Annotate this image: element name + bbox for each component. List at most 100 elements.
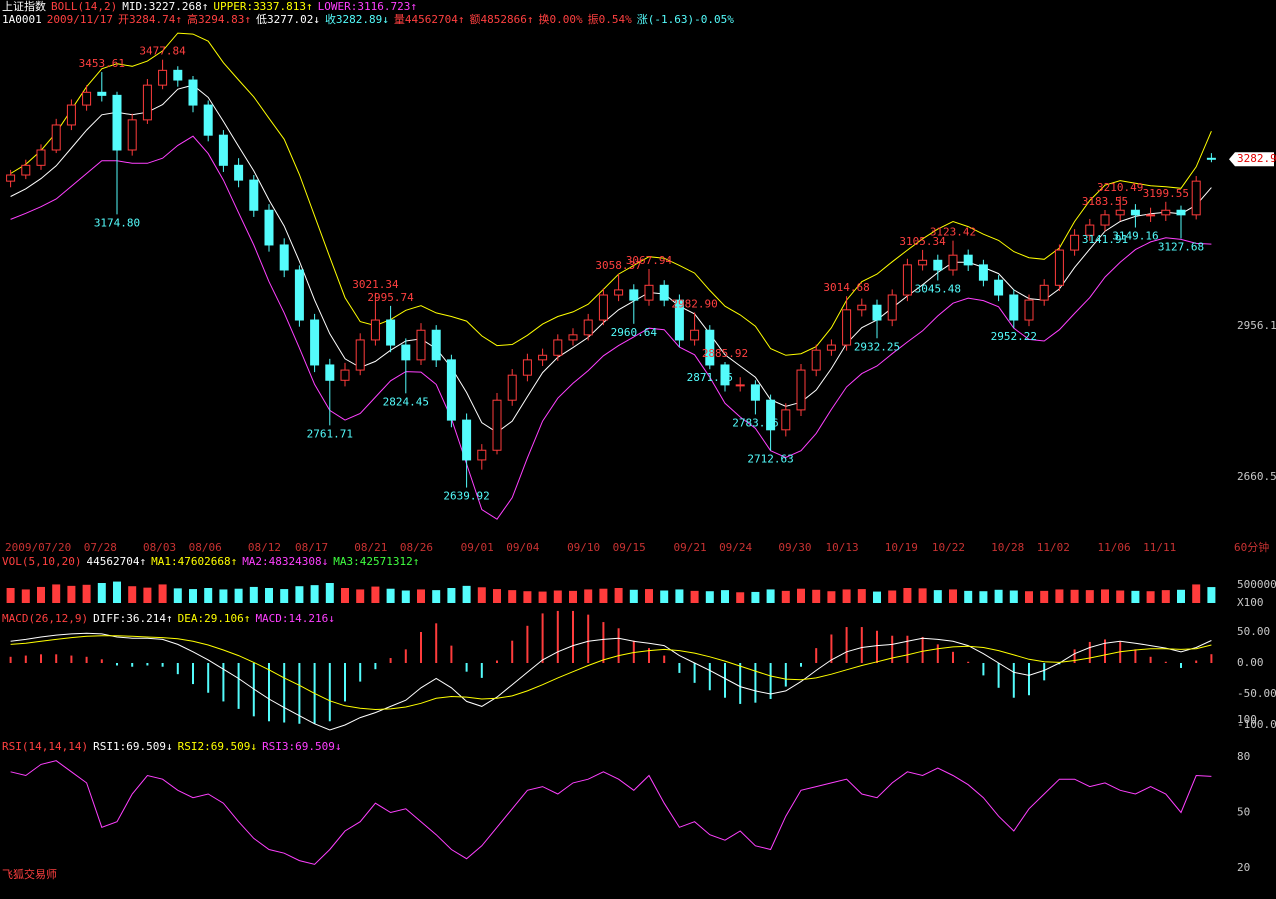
- legend-text: MA3:42571312↑: [333, 555, 420, 568]
- legend-text: 开3284.74↑: [117, 13, 182, 26]
- annotation: 2952.22: [991, 330, 1037, 343]
- line: [10, 135, 1212, 520]
- volume-bar: [1040, 590, 1049, 603]
- volume-bar: [310, 585, 319, 603]
- annotation: 3045.48: [915, 282, 961, 295]
- candle-body: [994, 279, 1004, 296]
- volume-bar: [417, 589, 425, 603]
- line: [10, 760, 1212, 865]
- volume-bar: [629, 589, 638, 603]
- line: [10, 635, 1212, 711]
- legend-text: 上证指数: [2, 0, 46, 13]
- candle-body: [1039, 284, 1049, 301]
- volume-bar: [280, 589, 289, 603]
- candle-body: [766, 399, 776, 431]
- volume-bar: [903, 588, 912, 603]
- candle-body: [82, 91, 92, 106]
- annotation: 2995.74: [367, 291, 414, 304]
- candle-body: [735, 384, 745, 387]
- legend-text: MID:3227.268↑: [122, 0, 209, 13]
- annotation: 3127.68: [1158, 240, 1204, 253]
- annotation: 2712.63: [747, 452, 793, 465]
- annotation: 2871.65: [687, 371, 733, 384]
- volume-bar: [933, 590, 942, 603]
- volume-bar: [219, 589, 228, 603]
- candle-body: [325, 364, 335, 381]
- x-tick-label: 10/22: [932, 541, 965, 554]
- x-tick-label: 09/04: [506, 541, 539, 554]
- candle-body: [811, 349, 821, 371]
- volume-bar: [493, 589, 501, 603]
- volume-bar: [1177, 589, 1185, 603]
- y-tick-label: 0.00: [1237, 656, 1264, 669]
- x-tick-label: 08/06: [189, 541, 222, 554]
- volume-bar: [964, 590, 973, 603]
- candle-body: [1191, 180, 1201, 216]
- candle-body: [690, 329, 700, 341]
- volume-bar: [158, 584, 167, 603]
- legend-text: 量44562704↑: [393, 13, 465, 26]
- volume-bar: [705, 591, 714, 603]
- price-tag: [1229, 152, 1274, 167]
- volume-bar: [812, 589, 821, 603]
- legend-text: 2009/11/17: [46, 13, 113, 26]
- volume-bar: [97, 583, 106, 603]
- candle-body: [1161, 209, 1171, 216]
- legend-row: 上证指数 BOLL(14,2) MID:3227.268↑ UPPER:3337.81…: [2, 0, 422, 13]
- candle-body: [1115, 209, 1125, 216]
- candle-body: [1054, 249, 1064, 286]
- volume-bar: [341, 588, 349, 603]
- candle-body: [1206, 157, 1216, 160]
- legend-text: UPPER:3337.813↑: [213, 0, 313, 13]
- volume-bar: [325, 583, 334, 603]
- annotation: 2932.25: [854, 340, 900, 353]
- volume-bar: [249, 586, 258, 603]
- volume-bar: [1101, 589, 1109, 603]
- volume-bar: [873, 591, 881, 603]
- volume-bar: [356, 589, 365, 603]
- volume-bar: [645, 589, 653, 603]
- volume-bar: [432, 590, 441, 603]
- candle-body: [1176, 209, 1186, 216]
- volume-bar: [447, 588, 456, 603]
- legend-text: 收3282.89↓: [324, 13, 389, 26]
- candle-body: [1130, 209, 1140, 216]
- candle-body: [538, 354, 548, 361]
- legend-text: 涨(-1.63)-0.05%: [636, 13, 734, 26]
- volume-bar: [857, 589, 866, 603]
- candle-body: [6, 174, 16, 182]
- candle-body: [218, 134, 228, 166]
- candle-body: [583, 319, 593, 336]
- legend-text: BOLL(14,2): [51, 0, 118, 13]
- candle-body: [66, 104, 76, 126]
- volume-bar: [401, 590, 410, 603]
- candle-body: [918, 259, 928, 266]
- candle-body: [294, 269, 304, 321]
- annotation: 3141.91: [1082, 233, 1128, 246]
- legend-text: 飞狐交易师: [2, 868, 57, 881]
- legend-text: MA1:47602668↑: [151, 555, 238, 568]
- candle-body: [887, 294, 897, 321]
- candle-body: [857, 304, 867, 311]
- x-tick-label: 09/21: [673, 541, 706, 554]
- annotation: 3174.80: [94, 216, 140, 229]
- annotation: 2783.16: [732, 416, 778, 429]
- legend-text: 换0.00%: [538, 13, 583, 26]
- candle-body: [522, 359, 532, 376]
- legend-text: 低3277.02↓: [255, 13, 320, 26]
- candle-body: [1024, 299, 1034, 321]
- volume-bar: [113, 581, 121, 603]
- y-tick-label: 2956.1: [1237, 319, 1276, 332]
- y-tick-label: 80: [1237, 750, 1250, 763]
- volume-bar: [918, 588, 927, 603]
- volume-bar: [949, 589, 957, 603]
- x-tick-label: 08/03: [143, 541, 176, 554]
- x-tick-label: 11/02: [1037, 541, 1070, 554]
- volume-bar: [82, 584, 91, 603]
- candle-body: [340, 369, 350, 381]
- candle-body: [507, 374, 517, 401]
- volume-bar: [52, 584, 61, 603]
- volume-bar: [1055, 589, 1064, 603]
- volume-bar: [265, 588, 273, 603]
